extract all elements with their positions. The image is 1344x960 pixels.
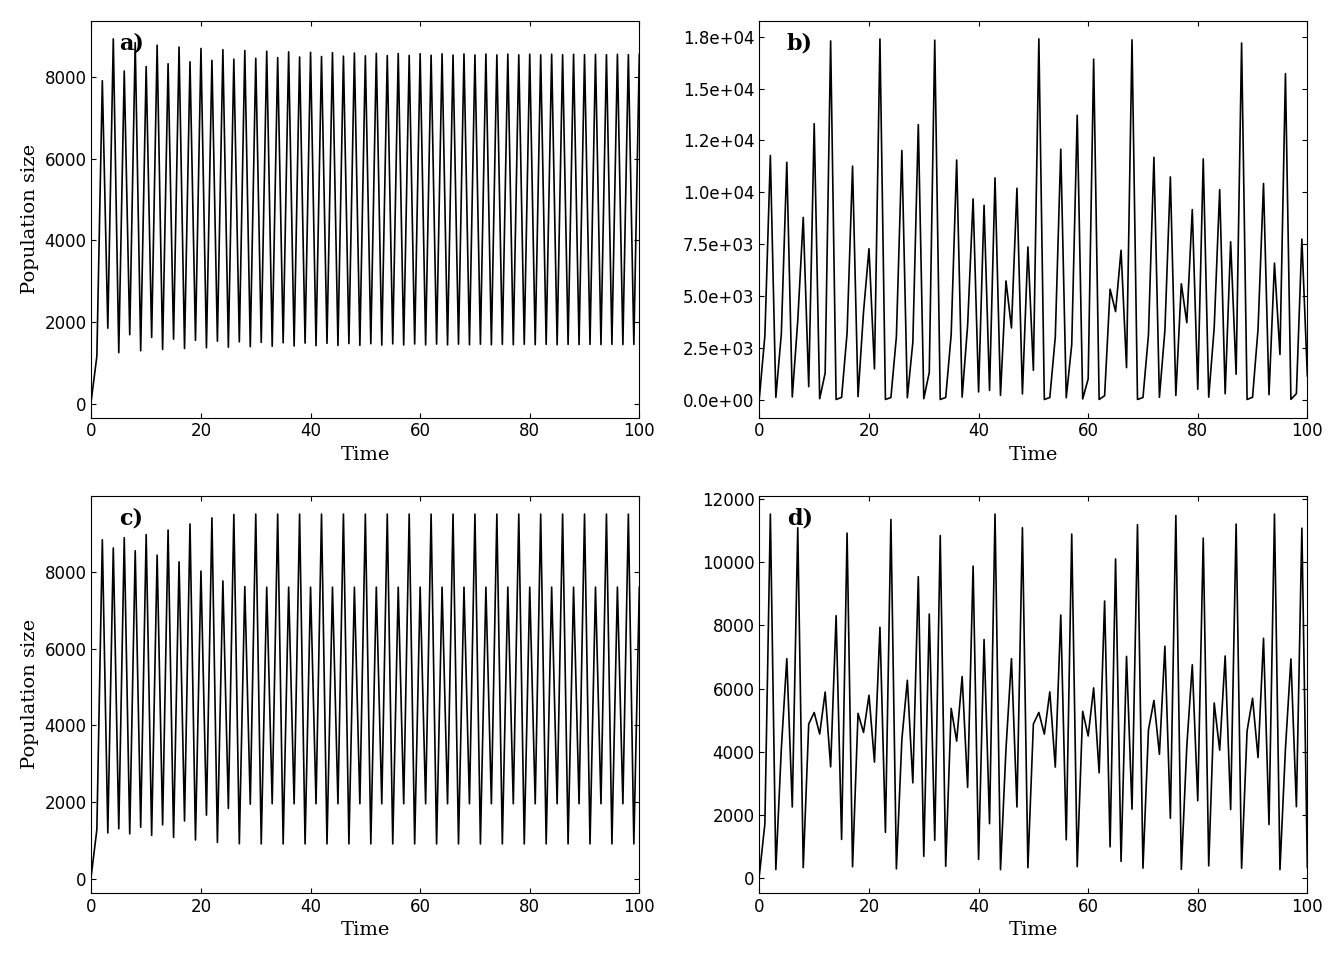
X-axis label: Time: Time [1009, 446, 1058, 464]
Text: d): d) [786, 508, 813, 530]
X-axis label: Time: Time [340, 922, 390, 939]
Text: c): c) [118, 508, 142, 530]
X-axis label: Time: Time [1009, 922, 1058, 939]
Text: a): a) [118, 33, 144, 55]
Text: b): b) [786, 33, 813, 55]
X-axis label: Time: Time [340, 446, 390, 464]
Y-axis label: Population size: Population size [22, 619, 39, 770]
Y-axis label: Population size: Population size [22, 144, 39, 294]
